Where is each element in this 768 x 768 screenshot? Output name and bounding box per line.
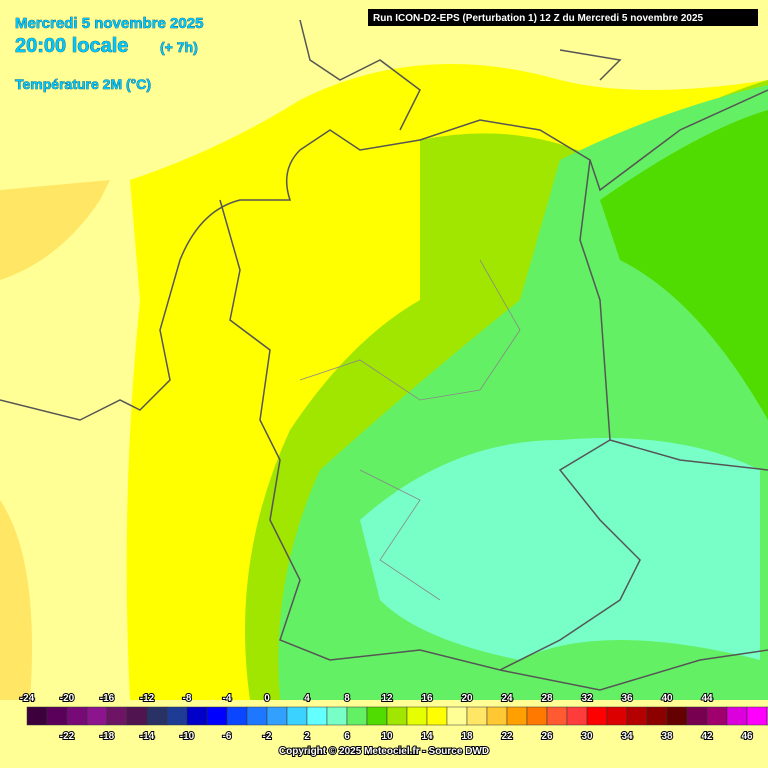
borders: [0, 19, 768, 691]
legend-label: 36: [621, 693, 633, 704]
coast: [559, 49, 622, 81]
legend-label: 18: [461, 731, 473, 742]
legend-swatch: [426, 706, 448, 726]
legend-label: 34: [621, 731, 633, 742]
legend-label: 14: [421, 731, 433, 742]
legend-label: -10: [180, 731, 195, 742]
offset: (+ 7h): [160, 39, 198, 55]
legend-label: 26: [541, 731, 553, 742]
run-info: Run ICON-D2-EPS (Perturbation 1) 12 Z du…: [373, 13, 704, 24]
legend-swatch: [746, 706, 768, 726]
date: Mercredi 5 novembre 2025: [15, 15, 203, 32]
legend-swatch: [246, 706, 268, 726]
legend-label: 32: [581, 693, 593, 704]
legend-label: -18: [100, 731, 115, 742]
legend-swatch: [126, 706, 148, 726]
legend-swatch: [586, 706, 608, 726]
time: 20:00 locale: [15, 35, 128, 57]
legend-label: 2: [304, 731, 310, 742]
legend-swatch: [726, 706, 748, 726]
legend-swatch: [486, 706, 508, 726]
temp-area: [600, 110, 768, 420]
legend-label: -24: [20, 693, 35, 704]
legend-label: 44: [701, 693, 713, 704]
legend-swatch: [366, 706, 388, 726]
legend-label: -8: [183, 693, 192, 704]
legend-swatch: [526, 706, 548, 726]
legend-swatch: [446, 706, 468, 726]
coast: [299, 89, 768, 192]
copyright: Copyright © 2025 Meteociel.fr - Source D…: [279, 746, 489, 757]
legend-swatch: [186, 706, 208, 726]
legend-swatch: [346, 706, 368, 726]
warm-area: [0, 180, 110, 280]
legend-swatch: [386, 706, 408, 726]
legend-swatch: [306, 706, 328, 726]
legend-label: 6: [344, 731, 350, 742]
legend-swatch: [26, 706, 48, 726]
legend-label: 4: [304, 693, 310, 704]
legend-swatch: [706, 706, 728, 726]
legend-label: 30: [581, 731, 593, 742]
coast: [299, 19, 421, 131]
legend-swatch: [326, 706, 348, 726]
legend-swatch: [166, 706, 188, 726]
legend-label: 12: [381, 693, 393, 704]
legend-swatch: [226, 706, 248, 726]
legend-label: -20: [60, 693, 75, 704]
legend-label: 40: [661, 693, 673, 704]
legend-swatch: [666, 706, 688, 726]
country-border: [219, 159, 641, 671]
legend-label: -12: [140, 693, 155, 704]
run-box: [368, 9, 758, 26]
legend-label: 42: [701, 731, 713, 742]
regions: [299, 259, 521, 601]
legend-swatch: [626, 706, 648, 726]
cold-area: [360, 438, 760, 660]
legend-label: -6: [223, 731, 232, 742]
legend-swatch: [286, 706, 308, 726]
legend-label: 16: [421, 693, 433, 704]
legend-label: -16: [100, 693, 115, 704]
legend-swatch: [566, 706, 588, 726]
legend-label: -2: [263, 731, 272, 742]
legend-swatch: [646, 706, 668, 726]
legend-label: -14: [140, 731, 155, 742]
legend-swatch: [406, 706, 428, 726]
legend-label: 38: [661, 731, 673, 742]
region-border: [299, 259, 521, 401]
country-border: [609, 439, 768, 471]
legend-swatch: [106, 706, 128, 726]
legend-label: 8: [344, 693, 350, 704]
legend-swatch: [206, 706, 228, 726]
coast: [0, 149, 301, 421]
warm-area: [0, 500, 32, 700]
parameter: Température 2M (°C): [15, 76, 151, 92]
country-border: [499, 649, 768, 691]
legend-swatch: [266, 706, 288, 726]
legend-label: -22: [60, 731, 75, 742]
legend-swatch: [546, 706, 568, 726]
legend-label: 10: [381, 731, 393, 742]
region-border: [359, 469, 441, 601]
legend-label: 0: [264, 693, 270, 704]
legend-swatch: [506, 706, 528, 726]
legend-swatch: [606, 706, 628, 726]
legend-label: 22: [501, 731, 513, 742]
legend-swatch: [686, 706, 708, 726]
legend-swatch: [86, 706, 108, 726]
legend-swatch: [66, 706, 88, 726]
legend-label: 28: [541, 693, 553, 704]
legend-swatch: [146, 706, 168, 726]
legend-swatch: [46, 706, 68, 726]
legend-label: 24: [501, 693, 513, 704]
legend-label: -4: [223, 693, 232, 704]
legend-swatch: [466, 706, 488, 726]
legend-label: 20: [461, 693, 473, 704]
legend-label: 46: [741, 731, 753, 742]
